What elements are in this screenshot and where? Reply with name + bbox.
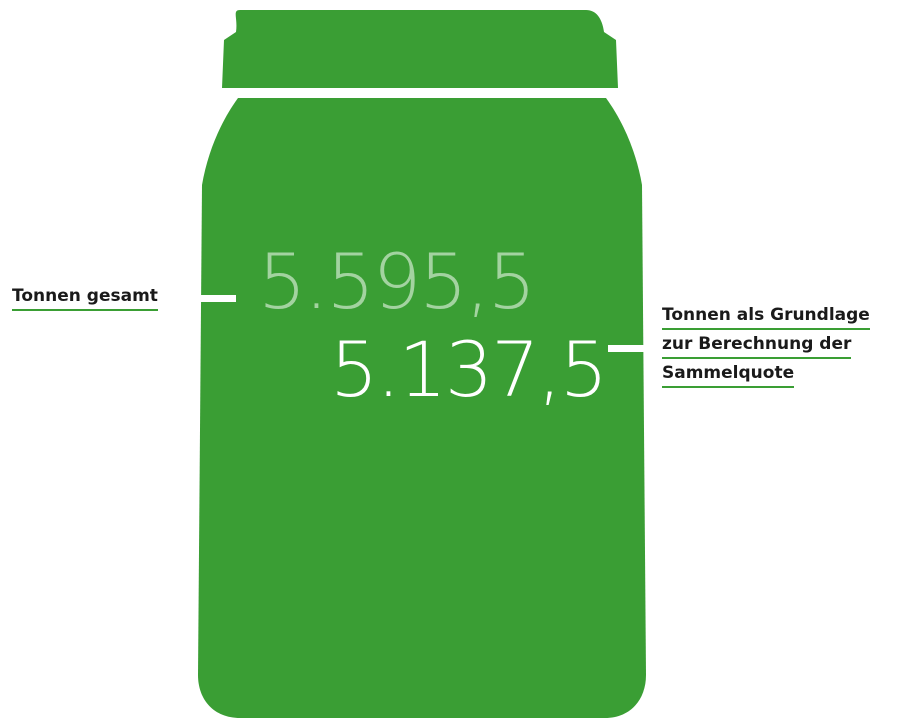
- basis-label-line-1: Tonnen als Grundlage: [662, 302, 870, 330]
- connector-line-total: [198, 295, 236, 302]
- basis-label-line-2: zur Berechnung der: [662, 331, 852, 359]
- basis-label-line-3: Sammelquote: [662, 360, 795, 388]
- total-tonnage-label-text: Tonnen gesamt: [12, 283, 158, 311]
- jar-lid: [222, 10, 618, 88]
- basis-tonnage-label: Tonnen als Grundlage zur Berechnung der …: [662, 301, 870, 388]
- jar-body: [198, 98, 646, 718]
- connector-line-basis: [608, 345, 652, 352]
- total-tonnage-label: Tonnen gesamt: [12, 282, 158, 311]
- total-tonnage-value: 5.595,5: [258, 237, 536, 326]
- basis-tonnage-value: 5.137,5: [330, 325, 608, 414]
